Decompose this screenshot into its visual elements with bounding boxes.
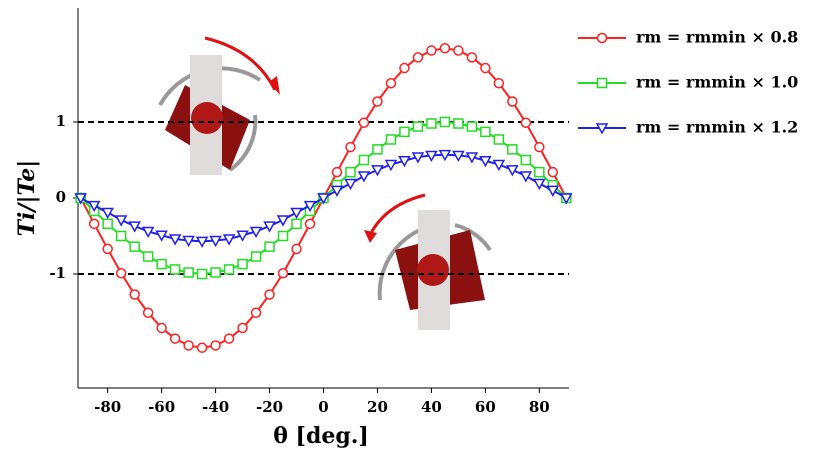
x-axis-label: θ [deg.] bbox=[273, 423, 369, 449]
marker bbox=[198, 270, 207, 279]
x-tick-label: -40 bbox=[202, 398, 229, 416]
marker bbox=[332, 186, 342, 195]
rotor-illustration bbox=[364, 195, 490, 330]
marker bbox=[373, 145, 382, 154]
marker bbox=[90, 219, 99, 228]
x-tick-label: -80 bbox=[94, 398, 121, 416]
marker bbox=[171, 334, 180, 343]
marker bbox=[359, 172, 369, 181]
x-tick-label: -20 bbox=[256, 398, 283, 416]
marker bbox=[373, 97, 382, 106]
marker bbox=[279, 232, 288, 241]
marker bbox=[306, 219, 315, 228]
legend-label: rm = rmmin × 0.8 bbox=[636, 28, 798, 47]
marker bbox=[103, 219, 112, 228]
marker bbox=[535, 168, 544, 177]
marker bbox=[548, 186, 558, 195]
legend-label: rm = rmmin × 1.0 bbox=[636, 73, 798, 92]
marker bbox=[157, 323, 166, 332]
x-tick-label: 40 bbox=[421, 398, 442, 416]
marker bbox=[346, 168, 355, 177]
x-tick-label: 60 bbox=[475, 398, 496, 416]
marker bbox=[225, 265, 234, 274]
marker bbox=[548, 168, 557, 177]
marker bbox=[598, 79, 607, 88]
marker bbox=[157, 260, 166, 269]
marker bbox=[467, 53, 476, 62]
marker bbox=[427, 119, 436, 128]
marker bbox=[345, 180, 355, 189]
marker bbox=[171, 265, 180, 274]
marker bbox=[440, 44, 449, 53]
x-tick-label: 20 bbox=[367, 398, 388, 416]
marker bbox=[427, 46, 436, 55]
marker bbox=[292, 244, 301, 253]
marker bbox=[386, 79, 395, 88]
marker bbox=[359, 156, 368, 165]
chart: Ti/|Te| θ [deg.] -1 0 1 -80 -60 -40 -20 0 20 40 60… bbox=[0, 0, 816, 453]
marker bbox=[130, 242, 139, 251]
marker bbox=[454, 119, 463, 128]
marker bbox=[184, 341, 193, 350]
marker bbox=[508, 97, 517, 106]
marker bbox=[117, 269, 126, 278]
marker bbox=[494, 135, 503, 144]
y-tick-label: 0 bbox=[56, 188, 66, 206]
marker bbox=[521, 156, 530, 165]
marker bbox=[144, 252, 153, 261]
y-tick-label: -1 bbox=[49, 264, 66, 282]
y-tick-label: 1 bbox=[56, 112, 66, 130]
marker bbox=[413, 53, 422, 62]
marker bbox=[521, 172, 531, 181]
marker bbox=[481, 64, 490, 73]
marker bbox=[467, 122, 476, 131]
marker bbox=[535, 143, 544, 152]
marker bbox=[211, 341, 220, 350]
marker bbox=[211, 268, 220, 277]
marker bbox=[225, 334, 234, 343]
marker bbox=[400, 64, 409, 73]
marker bbox=[292, 219, 301, 228]
marker bbox=[386, 135, 395, 144]
x-tick-label: 0 bbox=[318, 398, 328, 416]
y-axis-label: Ti/|Te| bbox=[14, 160, 40, 237]
marker bbox=[508, 145, 517, 154]
marker bbox=[400, 127, 409, 136]
marker bbox=[103, 208, 113, 217]
marker bbox=[481, 127, 490, 136]
marker bbox=[184, 268, 193, 277]
marker bbox=[144, 308, 153, 317]
marker bbox=[440, 118, 449, 127]
marker bbox=[103, 244, 112, 253]
marker bbox=[534, 180, 544, 189]
marker bbox=[265, 242, 274, 251]
x-tick-label: -60 bbox=[148, 398, 175, 416]
marker bbox=[521, 118, 530, 127]
marker bbox=[252, 252, 261, 261]
marker bbox=[359, 118, 368, 127]
marker bbox=[130, 290, 139, 299]
rotor-illustration bbox=[160, 38, 280, 175]
marker bbox=[292, 208, 302, 217]
marker bbox=[117, 232, 126, 241]
marker bbox=[332, 168, 341, 177]
marker bbox=[198, 343, 207, 352]
marker bbox=[238, 323, 247, 332]
marker bbox=[265, 290, 274, 299]
marker bbox=[598, 34, 607, 43]
marker bbox=[346, 143, 355, 152]
x-tick-label: 80 bbox=[529, 398, 550, 416]
marker bbox=[413, 122, 422, 131]
legend-label: rm = rmmin × 1.2 bbox=[636, 118, 798, 137]
marker bbox=[252, 308, 261, 317]
marker bbox=[494, 79, 503, 88]
marker bbox=[279, 269, 288, 278]
marker bbox=[454, 46, 463, 55]
marker bbox=[238, 260, 247, 269]
